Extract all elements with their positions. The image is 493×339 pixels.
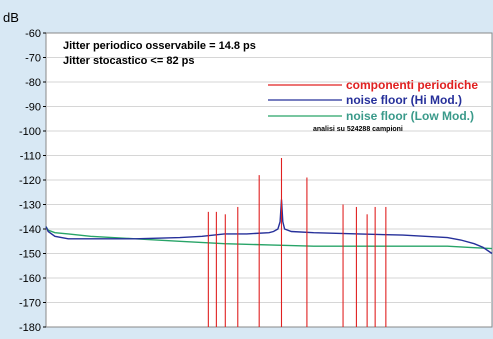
grid [46,57,492,303]
noise-floor-hi-mod-line [45,199,493,255]
y-tick-label: -170 [19,298,41,310]
legend-label-periodic: componenti periodiche [346,78,478,92]
y-tick-label: -180 [19,322,41,334]
y-unit-label: dB [3,10,19,25]
y-tick-label: -150 [19,249,41,261]
y-tick-label: -70 [25,53,41,65]
y-tick-label: -60 [25,28,41,40]
legend: componenti periodiche noise floor (Hi Mo… [268,78,478,123]
legend-label-low-mod: noise floor (Low Mod.) [346,109,474,123]
y-tick-label: -130 [19,200,41,212]
series-layer [45,157,493,327]
annotation-stochastic-jitter: Jitter stocastico <= 82 ps [63,55,194,67]
annotation-periodic-jitter: Jitter periodico osservabile = 14.8 ps [63,40,256,52]
sample-count-note: analisi su 524288 campioni [313,126,403,133]
y-tick-label: -110 [20,151,41,163]
y-axis-ticks: -60 -70 -80 -90 -100 -110 -120 -130 -140 -150 -160… [19,28,46,334]
noise-floor-low-mod-line [45,226,493,250]
y-tick-label: -140 [19,224,41,236]
y-tick-label: -80 [25,77,41,89]
y-tick-label: -120 [19,175,41,187]
legend-label-hi-mod: noise floor (Hi Mod.) [346,93,462,107]
y-tick-label: -90 [25,102,41,114]
y-tick-label: -100 [19,126,41,138]
y-tick-label: -160 [19,273,41,285]
